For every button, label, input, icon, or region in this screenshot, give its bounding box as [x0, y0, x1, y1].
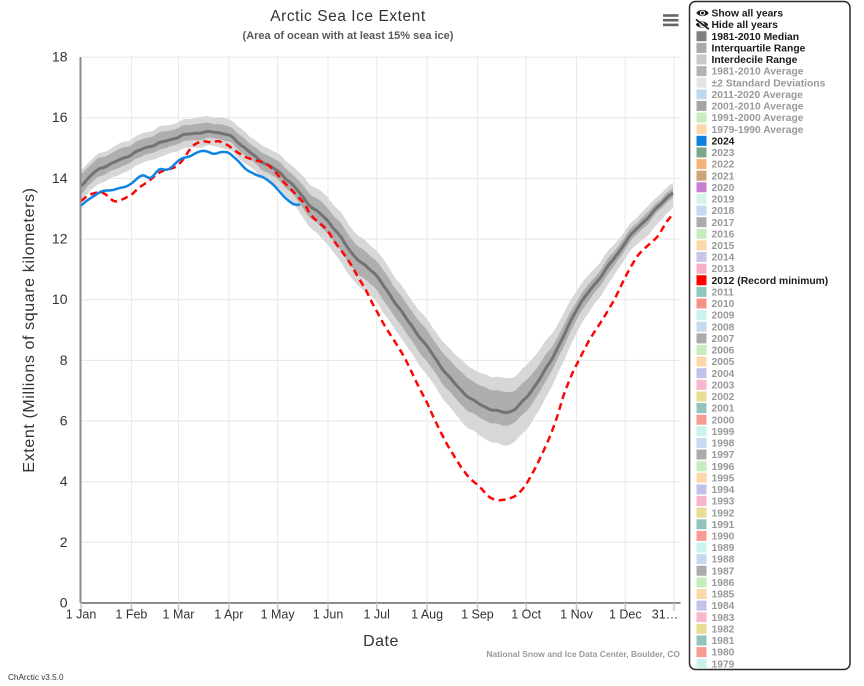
svg-text:10: 10: [52, 291, 68, 307]
svg-text:1985: 1985: [712, 590, 735, 601]
svg-text:1993: 1993: [712, 497, 735, 508]
svg-text:2023: 2023: [712, 148, 735, 159]
svg-text:1994: 1994: [712, 485, 735, 496]
svg-text:2003: 2003: [712, 380, 735, 391]
svg-text:2001-2010 Average: 2001-2010 Average: [712, 102, 804, 113]
svg-text:2017: 2017: [712, 218, 735, 229]
svg-text:0: 0: [60, 595, 68, 611]
svg-text:2022: 2022: [712, 160, 735, 171]
svg-text:2002: 2002: [712, 392, 735, 403]
svg-text:2011-2020 Average: 2011-2020 Average: [712, 90, 804, 101]
svg-text:1 Nov: 1 Nov: [560, 608, 593, 622]
svg-text:Arctic Sea Ice Extent: Arctic Sea Ice Extent: [270, 8, 426, 25]
svg-text:1 Mar: 1 Mar: [163, 608, 195, 622]
svg-text:2015: 2015: [712, 241, 735, 252]
svg-text:1998: 1998: [712, 439, 735, 450]
svg-text:2005: 2005: [712, 357, 735, 368]
svg-text:1980: 1980: [712, 648, 735, 659]
svg-text:6: 6: [60, 413, 68, 429]
svg-text:1 Sep: 1 Sep: [461, 608, 494, 622]
svg-text:31…: 31…: [652, 608, 678, 622]
svg-text:1979-1990 Average: 1979-1990 Average: [712, 125, 804, 136]
svg-text:Extent (Millions of square kil: Extent (Millions of square kilometers): [21, 187, 38, 472]
svg-text:1981: 1981: [712, 636, 735, 647]
svg-text:1983: 1983: [712, 613, 735, 624]
svg-text:12: 12: [52, 231, 68, 247]
svg-text:1 Jul: 1 Jul: [363, 608, 389, 622]
svg-text:1 Jun: 1 Jun: [313, 608, 344, 622]
svg-text:1979: 1979: [712, 659, 735, 670]
svg-text:2011: 2011: [712, 287, 735, 298]
svg-text:1989: 1989: [712, 543, 735, 554]
svg-text:1991: 1991: [712, 520, 735, 531]
svg-text:Hide all years: Hide all years: [712, 20, 779, 31]
svg-text:18: 18: [52, 49, 68, 65]
svg-text:1988: 1988: [712, 555, 735, 566]
svg-text:2010: 2010: [712, 299, 735, 310]
svg-text:1999: 1999: [712, 427, 735, 438]
svg-text:1 Aug: 1 Aug: [411, 608, 443, 622]
svg-text:2009: 2009: [712, 311, 735, 322]
svg-text:2020: 2020: [712, 183, 735, 194]
svg-text:1 Dec: 1 Dec: [609, 608, 642, 622]
svg-text:1 Apr: 1 Apr: [214, 608, 243, 622]
svg-text:1986: 1986: [712, 578, 735, 589]
svg-text:Interdecile Range: Interdecile Range: [712, 55, 798, 66]
svg-text:2006: 2006: [712, 346, 735, 357]
svg-text:2013: 2013: [712, 264, 735, 275]
svg-text:1991-2000 Average: 1991-2000 Average: [712, 113, 804, 124]
svg-text:2012 (Record minimum): 2012 (Record minimum): [712, 276, 829, 287]
svg-text:National Snow and Ice Data Cen: National Snow and Ice Data Center, Bould…: [486, 649, 680, 659]
svg-text:ChArctic v3.5.0: ChArctic v3.5.0: [8, 673, 64, 682]
svg-text:1981-2010 Median: 1981-2010 Median: [712, 32, 800, 43]
svg-text:1987: 1987: [712, 566, 735, 577]
svg-text:2: 2: [60, 534, 68, 550]
svg-text:2018: 2018: [712, 206, 735, 217]
svg-text:14: 14: [52, 170, 68, 186]
svg-text:2016: 2016: [712, 229, 735, 240]
svg-text:1992: 1992: [712, 508, 735, 519]
svg-text:2000: 2000: [712, 415, 735, 426]
svg-text:1 Feb: 1 Feb: [115, 608, 147, 622]
svg-text:1 May: 1 May: [261, 608, 296, 622]
svg-text:16: 16: [52, 109, 68, 125]
svg-text:2021: 2021: [712, 171, 735, 182]
svg-text:Interquartile Range: Interquartile Range: [712, 43, 806, 54]
svg-text:1 Oct: 1 Oct: [511, 608, 541, 622]
svg-text:4: 4: [60, 473, 68, 489]
svg-text:1996: 1996: [712, 462, 735, 473]
svg-text:2014: 2014: [712, 253, 735, 264]
svg-text:8: 8: [60, 352, 68, 368]
svg-text:1 Jan: 1 Jan: [66, 608, 97, 622]
svg-text:(Area of ocean with at least 1: (Area of ocean with at least 15% sea ice…: [243, 30, 454, 42]
svg-text:1990: 1990: [712, 532, 735, 543]
svg-text:2008: 2008: [712, 322, 735, 333]
svg-text:2019: 2019: [712, 195, 735, 206]
svg-text:2007: 2007: [712, 334, 735, 345]
svg-text:1997: 1997: [712, 450, 735, 461]
svg-text:1995: 1995: [712, 473, 735, 484]
svg-text:2024: 2024: [712, 136, 735, 147]
svg-text:1982: 1982: [712, 624, 735, 635]
svg-text:1984: 1984: [712, 601, 735, 612]
svg-text:2004: 2004: [712, 369, 735, 380]
svg-text:Date: Date: [363, 633, 399, 650]
svg-text:1981-2010 Average: 1981-2010 Average: [712, 67, 804, 78]
svg-text:Show all years: Show all years: [712, 9, 784, 20]
svg-text:2001: 2001: [712, 404, 735, 415]
svg-text:±2 Standard Deviations: ±2 Standard Deviations: [712, 78, 826, 89]
